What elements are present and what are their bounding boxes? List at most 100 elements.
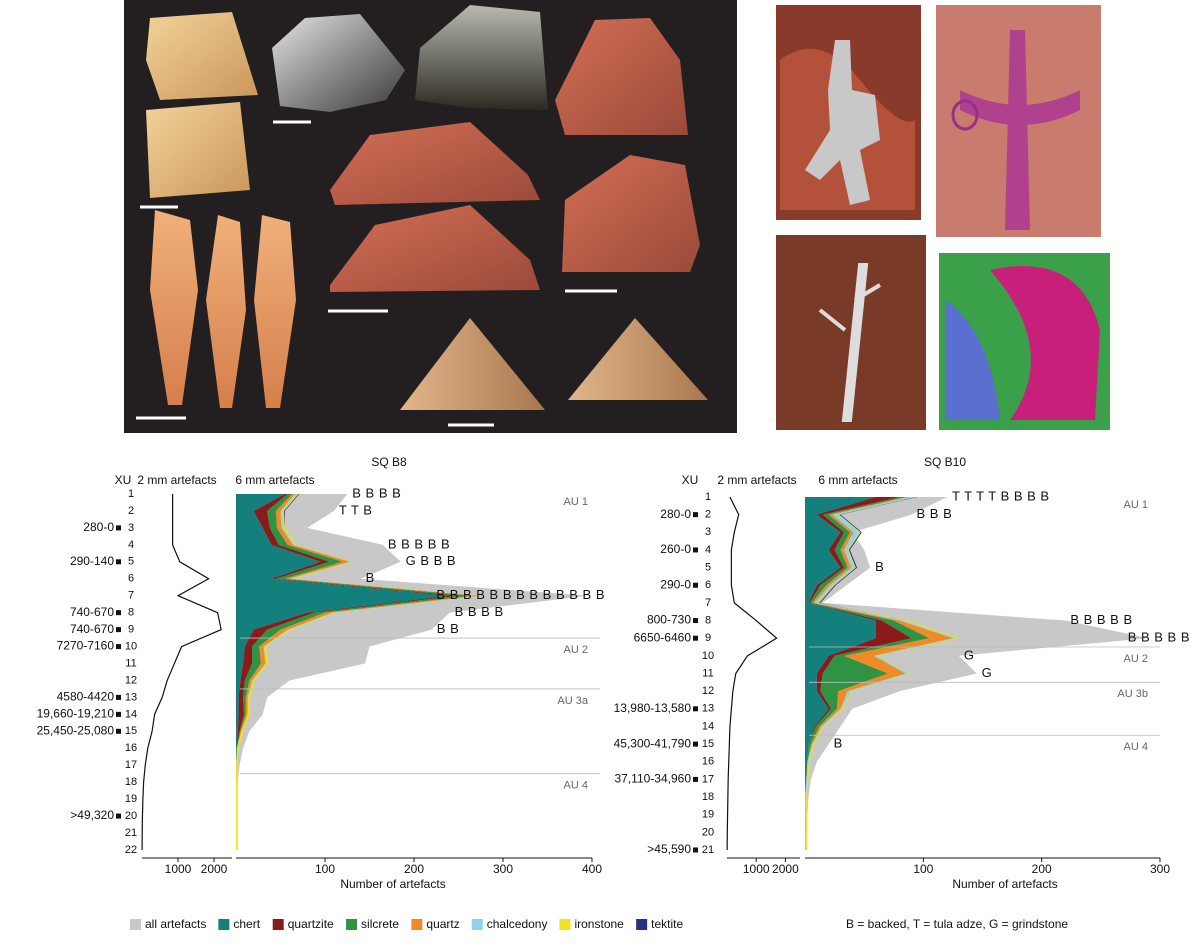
scale-bars [136, 120, 617, 427]
legend-label: ironstone [574, 917, 624, 931]
legend-swatch [636, 919, 648, 930]
date-label: 290-140 [70, 554, 114, 568]
unit-label: AU 4 [1124, 741, 1148, 753]
legend-label: tektite [651, 917, 683, 931]
x-axis-label: Number of artefacts [952, 877, 1057, 891]
tool-annotation: B B [437, 621, 459, 636]
date-marker [116, 559, 121, 565]
unit-label: AU 3a [557, 695, 588, 707]
x-axis-label: Number of artefacts [340, 877, 445, 891]
xu-label: 5 [705, 562, 711, 574]
date-label: 280-0 [660, 507, 691, 521]
date-label: 740-670 [70, 605, 114, 619]
xu-label: 15 [702, 738, 714, 750]
date-marker [693, 512, 698, 518]
date-label: 280-0 [83, 520, 114, 534]
xu-label: 21 [125, 827, 137, 839]
xu-label: 11 [125, 657, 136, 669]
date-marker [116, 711, 121, 717]
xu-label: 9 [128, 624, 134, 636]
date-marker [693, 741, 698, 747]
flake [330, 122, 540, 205]
area-silcrete [805, 497, 930, 850]
x-tick-label: 2000 [772, 862, 799, 876]
xu-label: 13 [702, 703, 714, 715]
x-tick-label: 300 [493, 862, 513, 876]
date-label: 4580-4420 [57, 690, 115, 704]
flake [146, 12, 258, 100]
flake [555, 18, 688, 135]
area-chert [236, 494, 450, 850]
xu-label: 4 [128, 539, 134, 551]
date-marker [693, 706, 698, 712]
xu-label: 17 [125, 759, 137, 771]
xu-label: 19 [702, 809, 714, 821]
x-tick-label: 200 [404, 862, 424, 876]
unit-label: AU 2 [564, 644, 588, 656]
tool-annotation: G [982, 665, 993, 680]
date-marker [693, 582, 698, 588]
xu-label: 7 [705, 597, 711, 609]
xu-label: 2 [128, 505, 134, 517]
date-marker [116, 627, 121, 633]
flake [415, 5, 548, 110]
date-label: 45,300-41,790 [614, 736, 692, 750]
legend-swatch [559, 919, 571, 930]
date-marker [693, 776, 698, 782]
x-tick-label: 200 [1032, 862, 1052, 876]
xu-label: 14 [702, 720, 714, 732]
flake [272, 14, 405, 112]
xu-label: 20 [125, 810, 137, 822]
xu-label: 21 [702, 844, 714, 856]
xu-label: 8 [705, 614, 711, 626]
xu-label: 16 [125, 742, 137, 754]
legend-label: quartz [426, 917, 459, 931]
fine-fraction-line [141, 494, 222, 850]
panel-label: 6 mm artefacts [818, 473, 897, 487]
xu-label: 16 [702, 756, 714, 768]
date-label: >49,320 [70, 808, 114, 822]
xu-label: 4 [705, 544, 711, 556]
panel-label: 6 mm artefacts [235, 473, 314, 487]
xu-label: 13 [125, 691, 137, 703]
unit-label: AU 4 [564, 780, 588, 792]
date-marker [116, 610, 121, 616]
flake [146, 102, 250, 198]
legend-label: silcrete [361, 917, 399, 931]
date-label: 7270-7160 [57, 639, 115, 653]
xu-label: 19 [125, 793, 137, 805]
depth-axis-label: XU [115, 473, 132, 487]
xu-label: 12 [125, 674, 137, 686]
tool-annotation: B B B B B [1128, 630, 1190, 645]
area-total [805, 497, 1149, 850]
panel-label: 2 mm artefacts [137, 473, 216, 487]
xu-label: 6 [705, 579, 711, 591]
date-marker [116, 694, 121, 700]
x-tick-label: 400 [582, 862, 602, 876]
legend-label: chert [233, 917, 260, 931]
rock-art-motif [990, 266, 1100, 420]
xu-label: 10 [125, 640, 137, 652]
tool-annotation: G [964, 647, 975, 662]
date-label: 25,450-25,080 [37, 723, 115, 737]
xu-label: 6 [128, 573, 134, 585]
unit-label: AU 1 [1124, 499, 1148, 511]
tool-annotation: T T B [339, 502, 373, 517]
tool-annotation: G B B B [406, 553, 456, 568]
rock-art-motif [951, 99, 979, 131]
point [568, 318, 708, 400]
date-marker [116, 728, 121, 734]
unit-label: AU 3b [1117, 688, 1148, 700]
date-marker [693, 618, 698, 624]
date-marker [693, 635, 698, 641]
rock-art-figure [805, 40, 880, 205]
xu-label: 10 [702, 650, 714, 662]
date-label: 740-670 [70, 622, 114, 636]
tool-annotation: B [834, 736, 843, 751]
xu-label: 1 [705, 491, 711, 503]
flake [330, 205, 540, 292]
xu-label: 20 [702, 826, 714, 838]
xu-label: 12 [702, 685, 714, 697]
date-marker [693, 547, 698, 553]
